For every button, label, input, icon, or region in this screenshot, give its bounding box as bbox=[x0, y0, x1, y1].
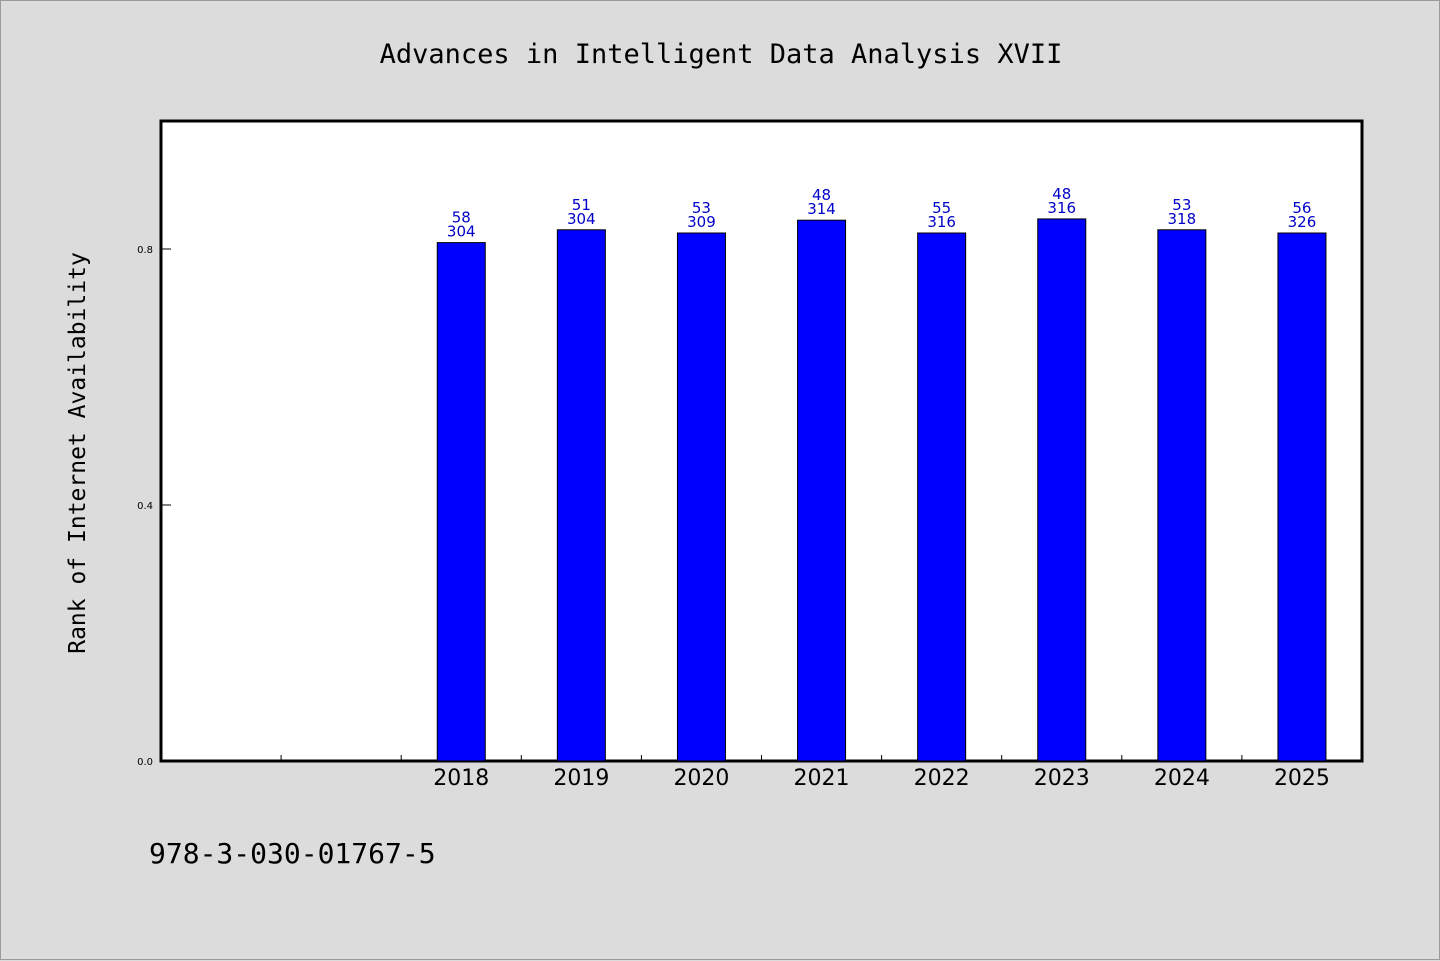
x-axis-ticks: 2018 2019 2020 2021 2022 2023 2024 2025 bbox=[280, 755, 1330, 791]
bar-label-top: 58 bbox=[452, 209, 471, 227]
bar-label-top: 56 bbox=[1292, 199, 1311, 217]
bar-label-bottom: 318 bbox=[1168, 210, 1197, 228]
bar-label-bottom: 326 bbox=[1288, 213, 1317, 231]
bar-label-top: 51 bbox=[572, 196, 591, 214]
x-tick-label: 2018 bbox=[433, 766, 489, 791]
bar-label-bottom: 304 bbox=[447, 223, 476, 241]
y-tick-label: 0.0 bbox=[137, 757, 153, 768]
x-tick-label: 2019 bbox=[553, 766, 609, 791]
bar-label-top: 55 bbox=[932, 199, 951, 217]
x-tick-label: 2021 bbox=[794, 766, 850, 791]
bar-label-bottom: 314 bbox=[807, 200, 836, 218]
bar-label-top: 48 bbox=[812, 186, 831, 204]
bar bbox=[436, 242, 486, 762]
y-tick-label: 0.4 bbox=[137, 501, 153, 512]
bar bbox=[676, 232, 726, 762]
x-tick-label: 2024 bbox=[1154, 766, 1210, 791]
bar-label-top: 53 bbox=[1172, 196, 1191, 214]
bar-label-top: 53 bbox=[692, 199, 711, 217]
isbn-footer: 978-3-030-01767-5 bbox=[149, 837, 436, 870]
chart-title: Advances in Intelligent Data Analysis XV… bbox=[380, 39, 1063, 70]
bar bbox=[917, 232, 967, 762]
bar-label-bottom: 304 bbox=[567, 210, 596, 228]
bar bbox=[1277, 232, 1327, 762]
bar bbox=[556, 229, 606, 762]
bar-label-bottom: 316 bbox=[1047, 199, 1076, 217]
x-tick-label: 2025 bbox=[1274, 766, 1330, 791]
bar-label-top: 48 bbox=[1052, 185, 1071, 203]
y-axis-label: Rank of Internet Availability bbox=[65, 252, 91, 654]
bar bbox=[797, 219, 847, 762]
bar-label-bottom: 316 bbox=[927, 213, 956, 231]
x-tick-label: 2023 bbox=[1034, 766, 1090, 791]
bar-label-bottom: 309 bbox=[687, 213, 716, 231]
y-tick-label: 0.8 bbox=[137, 245, 153, 256]
x-tick-label: 2022 bbox=[914, 766, 970, 791]
bar bbox=[1037, 218, 1087, 762]
x-tick-label: 2020 bbox=[673, 766, 729, 791]
y-axis-ticks: 0.0 0.4 0.8 bbox=[137, 245, 171, 768]
bar bbox=[1157, 229, 1207, 762]
